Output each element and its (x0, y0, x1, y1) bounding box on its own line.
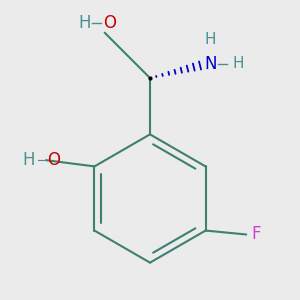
Text: H: H (78, 14, 91, 32)
Text: O: O (47, 151, 60, 169)
Text: H: H (22, 151, 35, 169)
Text: H: H (205, 32, 216, 47)
Text: F: F (251, 226, 260, 244)
Text: N: N (204, 55, 217, 73)
Text: O: O (103, 14, 116, 32)
Text: H: H (232, 56, 244, 71)
